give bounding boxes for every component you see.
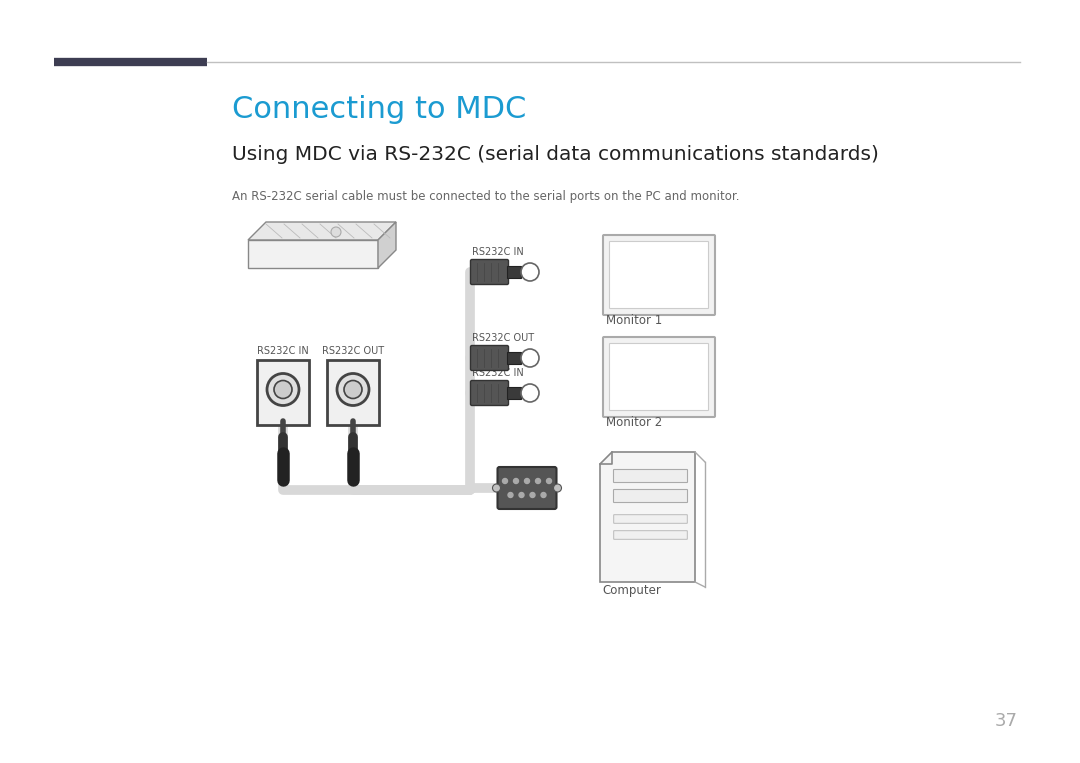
Circle shape xyxy=(330,227,341,237)
Text: RS232C IN: RS232C IN xyxy=(472,368,524,378)
Circle shape xyxy=(525,478,529,484)
FancyBboxPatch shape xyxy=(498,467,556,509)
Polygon shape xyxy=(600,452,696,582)
Text: An RS-232C serial cable must be connected to the serial ports on the PC and moni: An RS-232C serial cable must be connecte… xyxy=(232,190,740,203)
Text: 37: 37 xyxy=(995,712,1018,730)
FancyBboxPatch shape xyxy=(613,490,688,503)
Text: Connecting to MDC: Connecting to MDC xyxy=(232,95,526,124)
Circle shape xyxy=(536,478,540,484)
Circle shape xyxy=(513,478,518,484)
Polygon shape xyxy=(507,352,521,364)
Circle shape xyxy=(274,381,292,398)
Polygon shape xyxy=(507,266,521,278)
FancyBboxPatch shape xyxy=(471,381,509,405)
Text: Using MDC via RS-232C (serial data communications standards): Using MDC via RS-232C (serial data commu… xyxy=(232,145,879,164)
Text: RS232C IN: RS232C IN xyxy=(472,247,524,257)
Circle shape xyxy=(519,492,524,497)
FancyBboxPatch shape xyxy=(613,515,687,523)
Circle shape xyxy=(554,484,562,492)
FancyBboxPatch shape xyxy=(609,242,708,308)
FancyBboxPatch shape xyxy=(471,259,509,285)
Text: Monitor 2: Monitor 2 xyxy=(606,416,662,429)
FancyBboxPatch shape xyxy=(327,360,379,425)
Circle shape xyxy=(508,492,513,497)
Circle shape xyxy=(267,374,299,405)
FancyBboxPatch shape xyxy=(603,337,715,417)
Text: RS232C OUT: RS232C OUT xyxy=(322,346,384,356)
Circle shape xyxy=(521,349,539,367)
Circle shape xyxy=(546,478,552,484)
Polygon shape xyxy=(507,387,521,399)
Polygon shape xyxy=(248,222,396,240)
FancyBboxPatch shape xyxy=(471,346,509,371)
Text: Monitor 1: Monitor 1 xyxy=(606,314,662,327)
Circle shape xyxy=(521,384,539,402)
Circle shape xyxy=(530,492,535,497)
Text: RS232C OUT: RS232C OUT xyxy=(472,333,535,343)
Circle shape xyxy=(337,374,369,405)
Polygon shape xyxy=(248,240,378,268)
Circle shape xyxy=(521,263,539,281)
Text: Computer: Computer xyxy=(602,584,661,597)
FancyBboxPatch shape xyxy=(613,469,688,482)
Circle shape xyxy=(502,478,508,484)
FancyBboxPatch shape xyxy=(609,343,708,410)
Circle shape xyxy=(492,484,500,492)
Circle shape xyxy=(345,381,362,398)
FancyBboxPatch shape xyxy=(603,235,715,315)
FancyBboxPatch shape xyxy=(257,360,309,425)
Polygon shape xyxy=(378,222,396,268)
Text: RS232C IN: RS232C IN xyxy=(257,346,309,356)
FancyBboxPatch shape xyxy=(613,531,687,539)
Circle shape xyxy=(541,492,546,497)
